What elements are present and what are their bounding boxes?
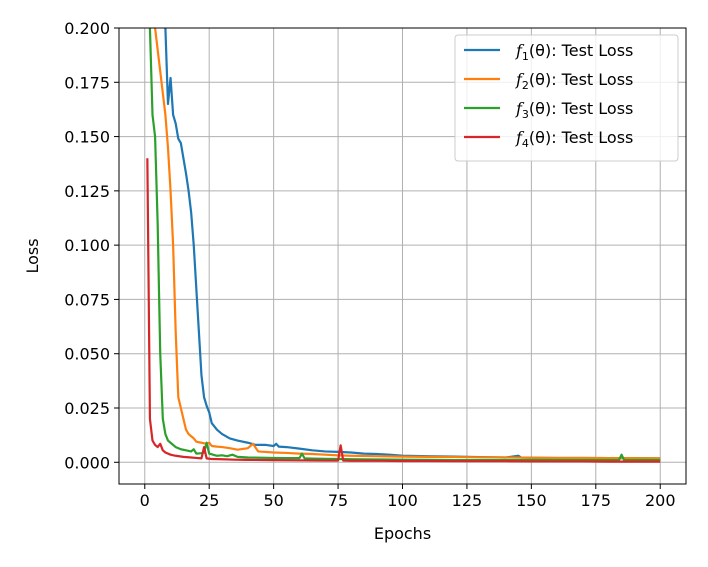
series-line-f2 (153, 28, 661, 460)
legend-label-text: (θ): Test Loss (529, 41, 633, 60)
legend-label-text: (θ): Test Loss (529, 128, 633, 147)
y-tick-label: 0.100 (64, 236, 110, 255)
legend-entry-f1: f1(θ): Test Loss (515, 41, 633, 63)
legend-label-text: (θ): Test Loss (529, 70, 633, 89)
y-tick-label: 0.025 (64, 399, 110, 418)
legend-entry-f3: f3(θ): Test Loss (515, 99, 633, 121)
legend-func-symbol: f (515, 70, 525, 89)
x-tick-label: 75 (328, 491, 348, 510)
series-line-f4 (146, 158, 661, 463)
y-tick-label: 0.150 (64, 128, 110, 147)
x-tick-label: 125 (452, 491, 483, 510)
x-tick-label: 200 (645, 491, 676, 510)
y-tick-label: 0.050 (64, 345, 110, 364)
legend-label-text: (θ): Test Loss (529, 99, 633, 118)
legend-entry-f4: f4(θ): Test Loss (515, 128, 633, 150)
legend-func-symbol: f (515, 128, 525, 147)
y-axis-ticks: 0.000 0.025 0.050 0.075 0.100 0.125 0.150 0.175… (64, 19, 119, 472)
x-axis-ticks: 0 25 50 75 100 125 150 175 200 (140, 484, 676, 510)
legend-func-symbol: f (515, 99, 525, 118)
x-tick-label: 25 (199, 491, 219, 510)
x-axis-label: Epochs (374, 524, 431, 543)
legend-subscript: 4 (522, 137, 529, 150)
y-tick-label: 0.200 (64, 19, 110, 38)
series-line-f3 (148, 28, 661, 462)
x-tick-label: 150 (516, 491, 547, 510)
y-axis-label: Loss (23, 238, 42, 273)
legend-subscript: 3 (522, 108, 529, 121)
y-tick-label: 0.000 (64, 453, 110, 472)
legend-box (454, 34, 679, 162)
y-tick-label: 0.075 (64, 290, 110, 309)
legend-subscript: 1 (522, 50, 529, 63)
series-group (146, 28, 661, 463)
x-tick-label: 0 (140, 491, 150, 510)
x-tick-label: 50 (263, 491, 283, 510)
x-tick-label: 100 (387, 491, 418, 510)
legend-func-symbol: f (515, 41, 525, 60)
x-tick-label: 175 (581, 491, 612, 510)
legend-entry-f2: f2(θ): Test Loss (515, 70, 633, 92)
legend-subscript: 2 (522, 79, 529, 92)
y-tick-label: 0.175 (64, 73, 110, 92)
y-tick-label: 0.125 (64, 182, 110, 201)
